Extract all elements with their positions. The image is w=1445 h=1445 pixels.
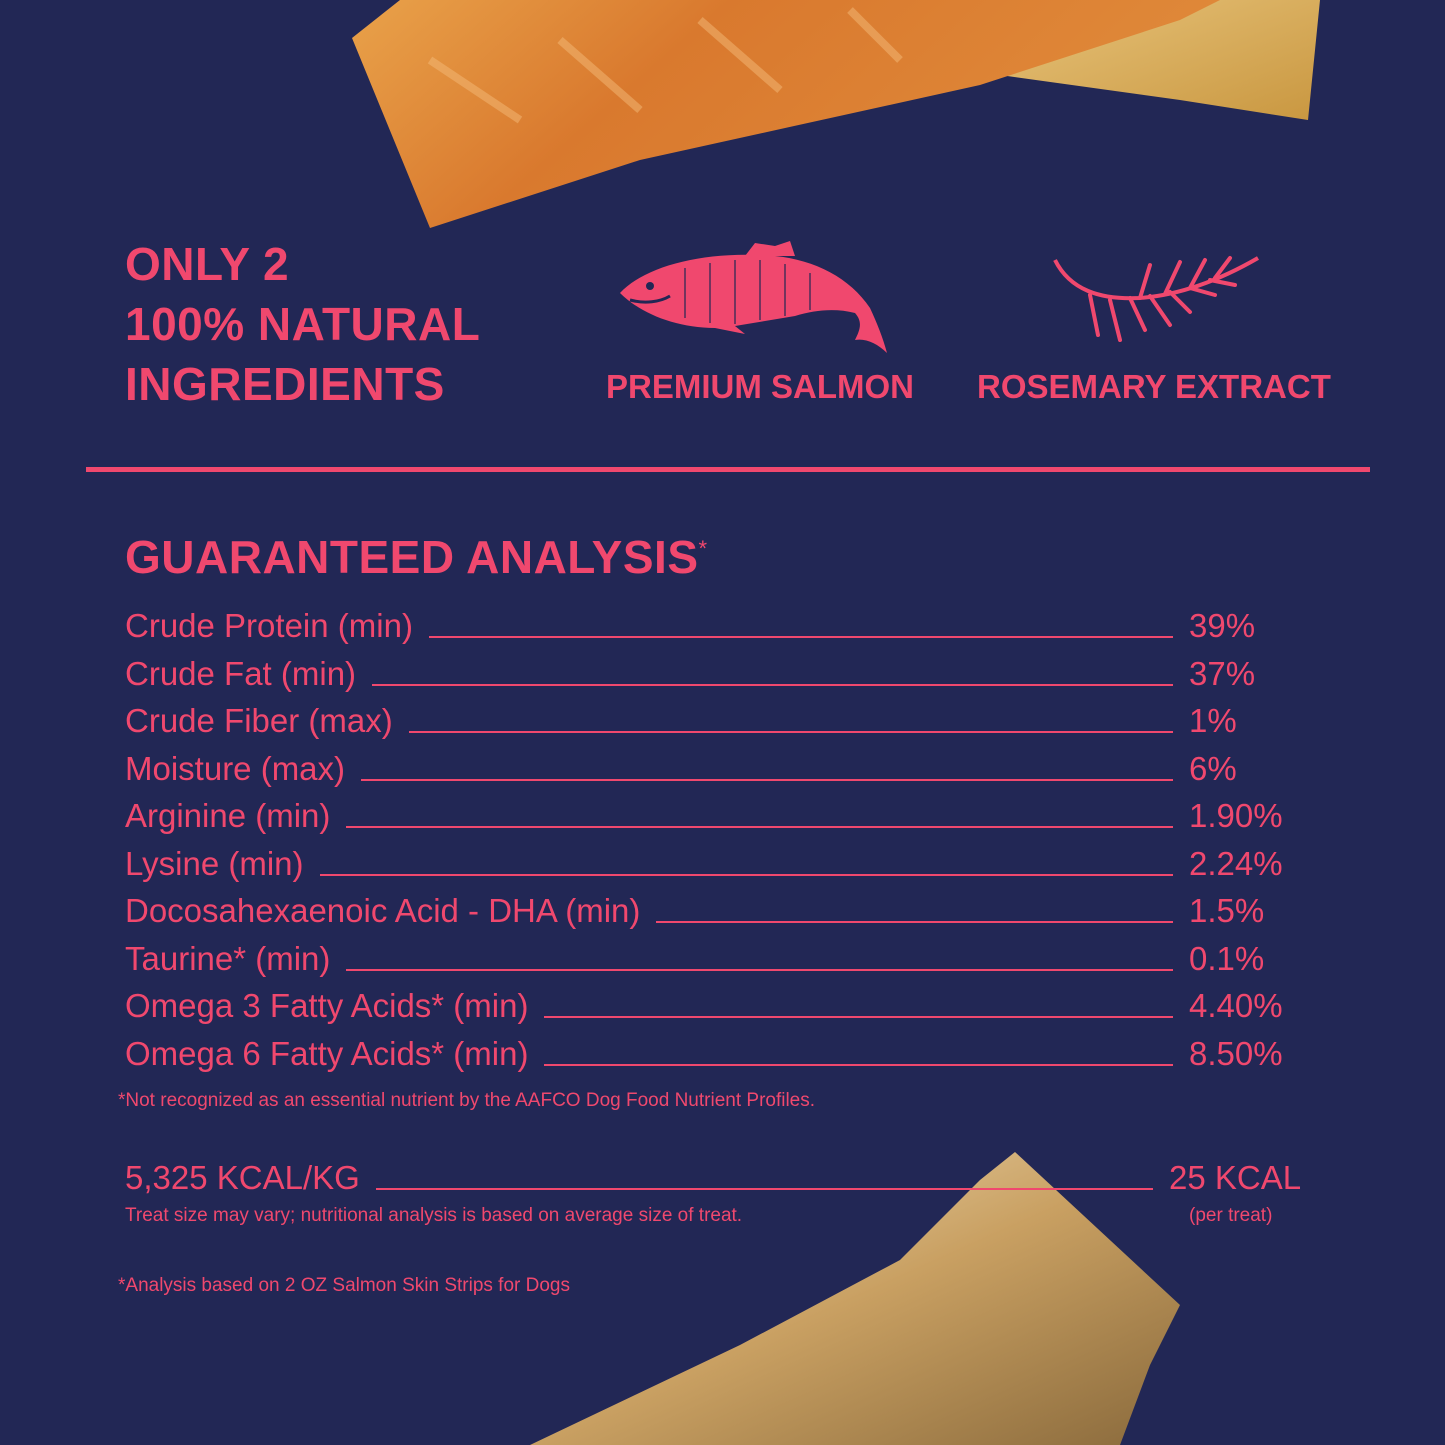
nutrient-value: 6% [1189, 749, 1237, 787]
aafco-footnote: *Not recognized as an essential nutrient… [118, 1090, 816, 1111]
guaranteed-analysis-title: GUARANTEED ANALYSIS* [125, 530, 708, 584]
salmon-fish-icon [620, 241, 887, 353]
leader-line [375, 1188, 1153, 1190]
nutrient-name: Crude Fat (min) [125, 654, 357, 692]
kcal-per-kg: 5,325 KCAL/KG [125, 1159, 360, 1196]
section-divider [86, 467, 1370, 472]
treat-size-disclaimer: Treat size may vary; nutritional analysi… [125, 1205, 743, 1226]
nutrient-value: 1.5% [1189, 892, 1265, 929]
analysis-row: Lysine (min) 2.24% [125, 844, 1305, 884]
analysis-row: Crude Protein (min) 39% [125, 606, 1305, 646]
leader-line [428, 636, 1173, 638]
nutrient-value: 1.90% [1189, 797, 1283, 834]
nutrient-name: Lysine (min) [125, 844, 304, 882]
kcal-per-treat: 25 KCAL [1169, 1159, 1302, 1196]
analysis-basis-note: *Analysis based on 2 OZ Salmon Skin Stri… [118, 1275, 570, 1296]
leader-line [372, 683, 1173, 686]
analysis-row: Moisture (max) 6% [125, 749, 1305, 789]
nutrient-value: 39% [1189, 607, 1256, 644]
title-text: GUARANTEED ANALYSIS [125, 531, 699, 583]
nutrient-value: 1% [1189, 702, 1237, 739]
nutrient-name: Crude Fiber (max) [125, 702, 393, 739]
analysis-row: Taurine* (min) 0.1% [125, 939, 1305, 979]
analysis-row: Docosahexaenoic Acid - DHA (min) 1.5% [125, 891, 1305, 931]
leader-line [544, 1063, 1173, 1066]
nutrient-value: 8.50% [1189, 1034, 1283, 1072]
analysis-row: Arginine (min) 1.90% [125, 796, 1305, 836]
heading-line: ONLY 2 [125, 238, 290, 290]
nutrient-name: Taurine* (min) [125, 939, 331, 977]
nutrient-name: Crude Protein (min) [125, 607, 413, 644]
ingredients-heading: ONLY 2 100% NATURAL INGREDIENTS [125, 234, 480, 414]
leader-line [319, 873, 1173, 876]
analysis-row: Omega 3 Fatty Acids* (min) 4.40% [125, 986, 1305, 1026]
title-asterisk: * [698, 536, 708, 561]
nutrient-value: 2.24% [1189, 844, 1283, 882]
nutrient-name: Arginine (min) [125, 797, 331, 834]
leader-line [408, 731, 1173, 733]
leader-line [656, 921, 1173, 923]
salmon-skin-image-bottom [530, 1152, 1180, 1445]
salmon-strip-image-top [352, 0, 1320, 228]
leader-line [544, 1016, 1173, 1018]
calorie-row: 5,325 KCAL/KG 25 KCAL [125, 1158, 1305, 1198]
per-treat-note: (per treat) [1189, 1205, 1273, 1226]
rosemary-sprig-icon [1053, 256, 1260, 342]
nutrient-name: Docosahexaenoic Acid - DHA (min) [125, 892, 641, 929]
nutrient-value: 0.1% [1189, 939, 1265, 977]
leader-line [361, 778, 1173, 781]
leader-line [346, 826, 1173, 828]
analysis-row: Crude Fiber (max) 1% [125, 701, 1305, 741]
nutrient-name: Omega 3 Fatty Acids* (min) [125, 987, 529, 1024]
heading-line: INGREDIENTS [125, 358, 445, 410]
nutrient-value: 37% [1189, 654, 1256, 692]
nutrient-value: 4.40% [1189, 987, 1283, 1024]
analysis-row: Crude Fat (min) 37% [125, 654, 1305, 694]
ingredient-label-rosemary: ROSEMARY EXTRACT [977, 368, 1331, 405]
heading-line: 100% NATURAL [125, 298, 481, 350]
leader-line [346, 968, 1173, 971]
nutrient-name: Omega 6 Fatty Acids* (min) [125, 1034, 529, 1072]
nutrient-name: Moisture (max) [125, 749, 346, 787]
analysis-row: Omega 6 Fatty Acids* (min) 8.50% [125, 1034, 1305, 1074]
ingredient-label-salmon: PREMIUM SALMON [606, 368, 914, 405]
